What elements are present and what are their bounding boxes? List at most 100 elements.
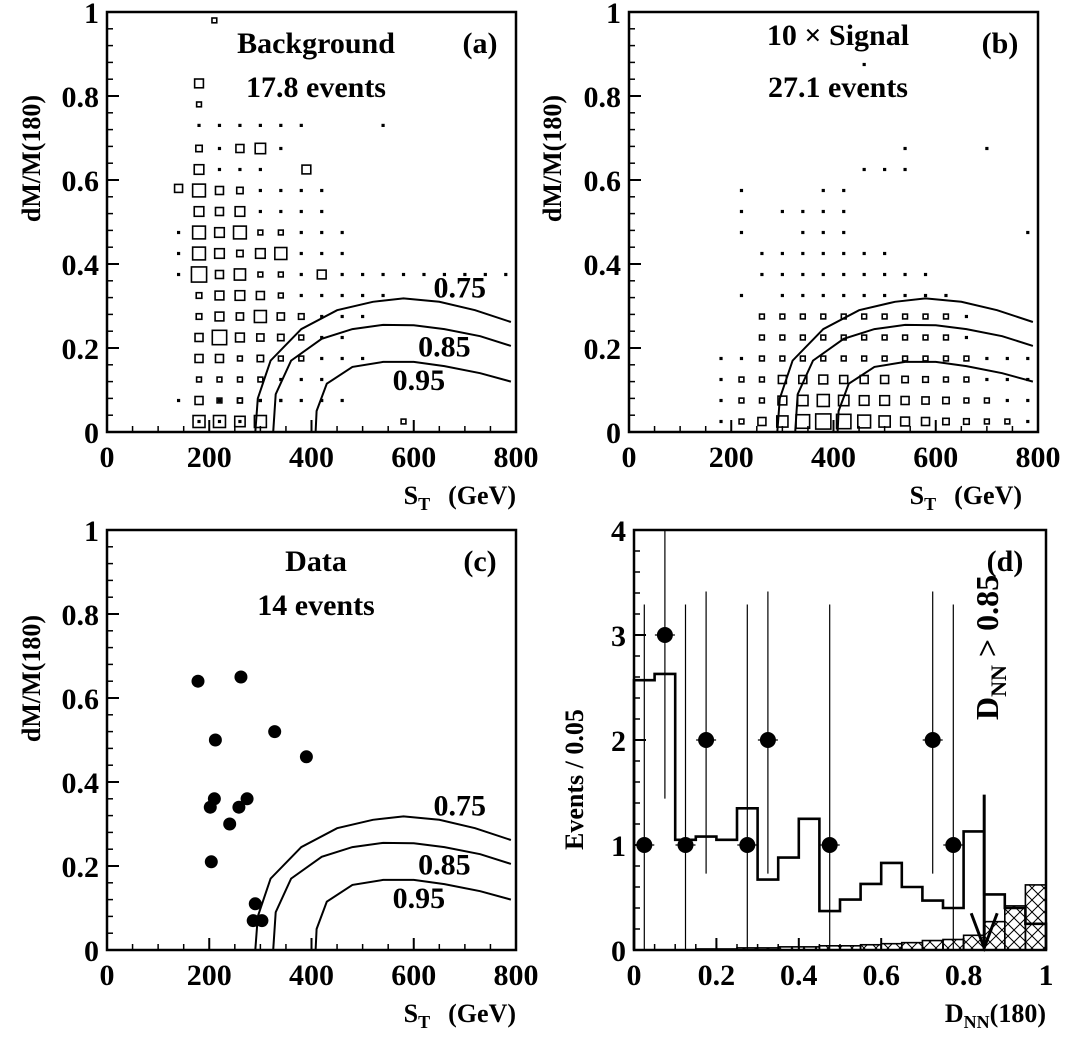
box-point <box>1005 398 1009 403</box>
box-point <box>257 271 264 278</box>
xlabel-unit: (GeV) <box>448 481 516 510</box>
box-point <box>820 313 827 320</box>
box-point <box>299 398 303 403</box>
x-tick-label: 0.8 <box>945 959 983 992</box>
box-point <box>256 354 265 363</box>
x-tick-label: 400 <box>289 441 334 474</box>
box-point <box>903 293 907 298</box>
box-point <box>901 313 909 320</box>
y-tick-label: 0.4 <box>62 767 100 800</box>
box-point <box>233 268 247 281</box>
box-point <box>361 272 365 277</box>
box-point <box>1004 418 1011 425</box>
y-tick-label: 0.8 <box>62 81 100 114</box>
box-point <box>258 398 262 403</box>
box-point <box>818 374 829 385</box>
box-point <box>235 143 245 154</box>
xlabel-sub: T <box>924 494 936 514</box>
box-point <box>277 355 285 362</box>
box-point <box>213 247 226 260</box>
y-tick-label: 0 <box>606 417 621 450</box>
contour-0.95 <box>314 360 512 433</box>
box-point <box>860 313 868 320</box>
box-point <box>195 101 203 108</box>
panel-b-title-line1: 10 × Signal <box>767 19 909 52</box>
box-point <box>985 146 989 151</box>
box-point <box>901 355 909 362</box>
box-point <box>176 230 181 235</box>
box-point <box>842 230 846 235</box>
box-point <box>860 355 868 362</box>
xlabel-unit: (GeV) <box>448 999 516 1028</box>
box-point <box>214 206 225 217</box>
data-point <box>248 897 262 911</box>
x-tick-label: 1 <box>1039 959 1054 992</box>
box-point <box>903 146 907 151</box>
box-point <box>899 416 911 427</box>
panel-b-contours <box>776 297 1034 433</box>
panel-a-ticks: 0 200 400 600 800 0 0.2 0.4 0.6 0.8 1 <box>62 0 539 474</box>
contour-label: 0.85 <box>418 330 471 363</box>
y-tick-label: 1 <box>606 0 621 30</box>
box-point <box>258 167 262 172</box>
box-point <box>964 314 969 319</box>
box-point <box>214 353 225 364</box>
box-point <box>758 334 766 341</box>
box-point <box>217 146 222 151</box>
box-point <box>858 394 870 407</box>
y-tick-label: 0.8 <box>584 81 622 114</box>
box-point <box>504 272 508 277</box>
box-point <box>814 413 832 430</box>
box-point <box>842 188 846 193</box>
box-point <box>739 356 744 361</box>
box-point <box>191 246 207 261</box>
box-point <box>821 272 825 277</box>
box-point <box>340 314 344 319</box>
y-tick-label: 0.6 <box>584 165 622 198</box>
box-point <box>920 416 931 427</box>
box-point <box>942 313 950 320</box>
data-point <box>759 732 776 748</box>
box-point <box>719 377 723 382</box>
panel-b-marks <box>719 62 1030 430</box>
box-point <box>862 167 866 172</box>
xlabel-unit: (GeV) <box>954 481 1022 510</box>
box-point <box>235 312 245 321</box>
box-point <box>274 246 288 261</box>
box-point <box>193 205 205 218</box>
box-point <box>194 395 204 406</box>
box-point <box>941 396 950 405</box>
data-point <box>234 670 248 684</box>
box-point <box>801 293 805 298</box>
box-point <box>820 334 827 341</box>
box-point <box>983 397 991 404</box>
panel-c: 0.75 0.850.95 0 200 400 600 800 0 0.2 0.4 0.6 0.8 1… <box>17 515 539 1032</box>
box-point <box>340 293 344 298</box>
contour-label: 0.75 <box>434 790 487 823</box>
box-point <box>320 293 324 298</box>
contour-0.75 <box>254 815 512 951</box>
x-tick-label: 0 <box>100 959 115 992</box>
box-point <box>463 272 467 277</box>
data-point <box>191 674 205 688</box>
data-point <box>232 800 246 814</box>
box-point <box>964 335 969 340</box>
panel-c-ticks: 0 200 400 600 800 0 0.2 0.4 0.6 0.8 1 <box>62 515 539 992</box>
data-point <box>739 837 756 853</box>
box-point <box>299 209 303 214</box>
panel-b-ticks: 0 200 400 600 800 0 0.2 0.4 0.6 0.8 1 <box>584 0 1061 474</box>
box-point <box>279 188 283 193</box>
box-point <box>838 374 849 385</box>
xlabel-sub: NN <box>964 1012 990 1032</box>
y-tick-label: 0.2 <box>584 333 622 366</box>
box-point <box>719 398 723 403</box>
box-point <box>862 293 866 298</box>
x-tick-label: 400 <box>289 959 334 992</box>
box-point <box>299 123 303 127</box>
box-point <box>299 377 303 382</box>
box-point <box>985 356 989 361</box>
x-tick-label: 0 <box>627 959 642 992</box>
box-point <box>879 394 891 407</box>
box-point <box>320 230 324 235</box>
